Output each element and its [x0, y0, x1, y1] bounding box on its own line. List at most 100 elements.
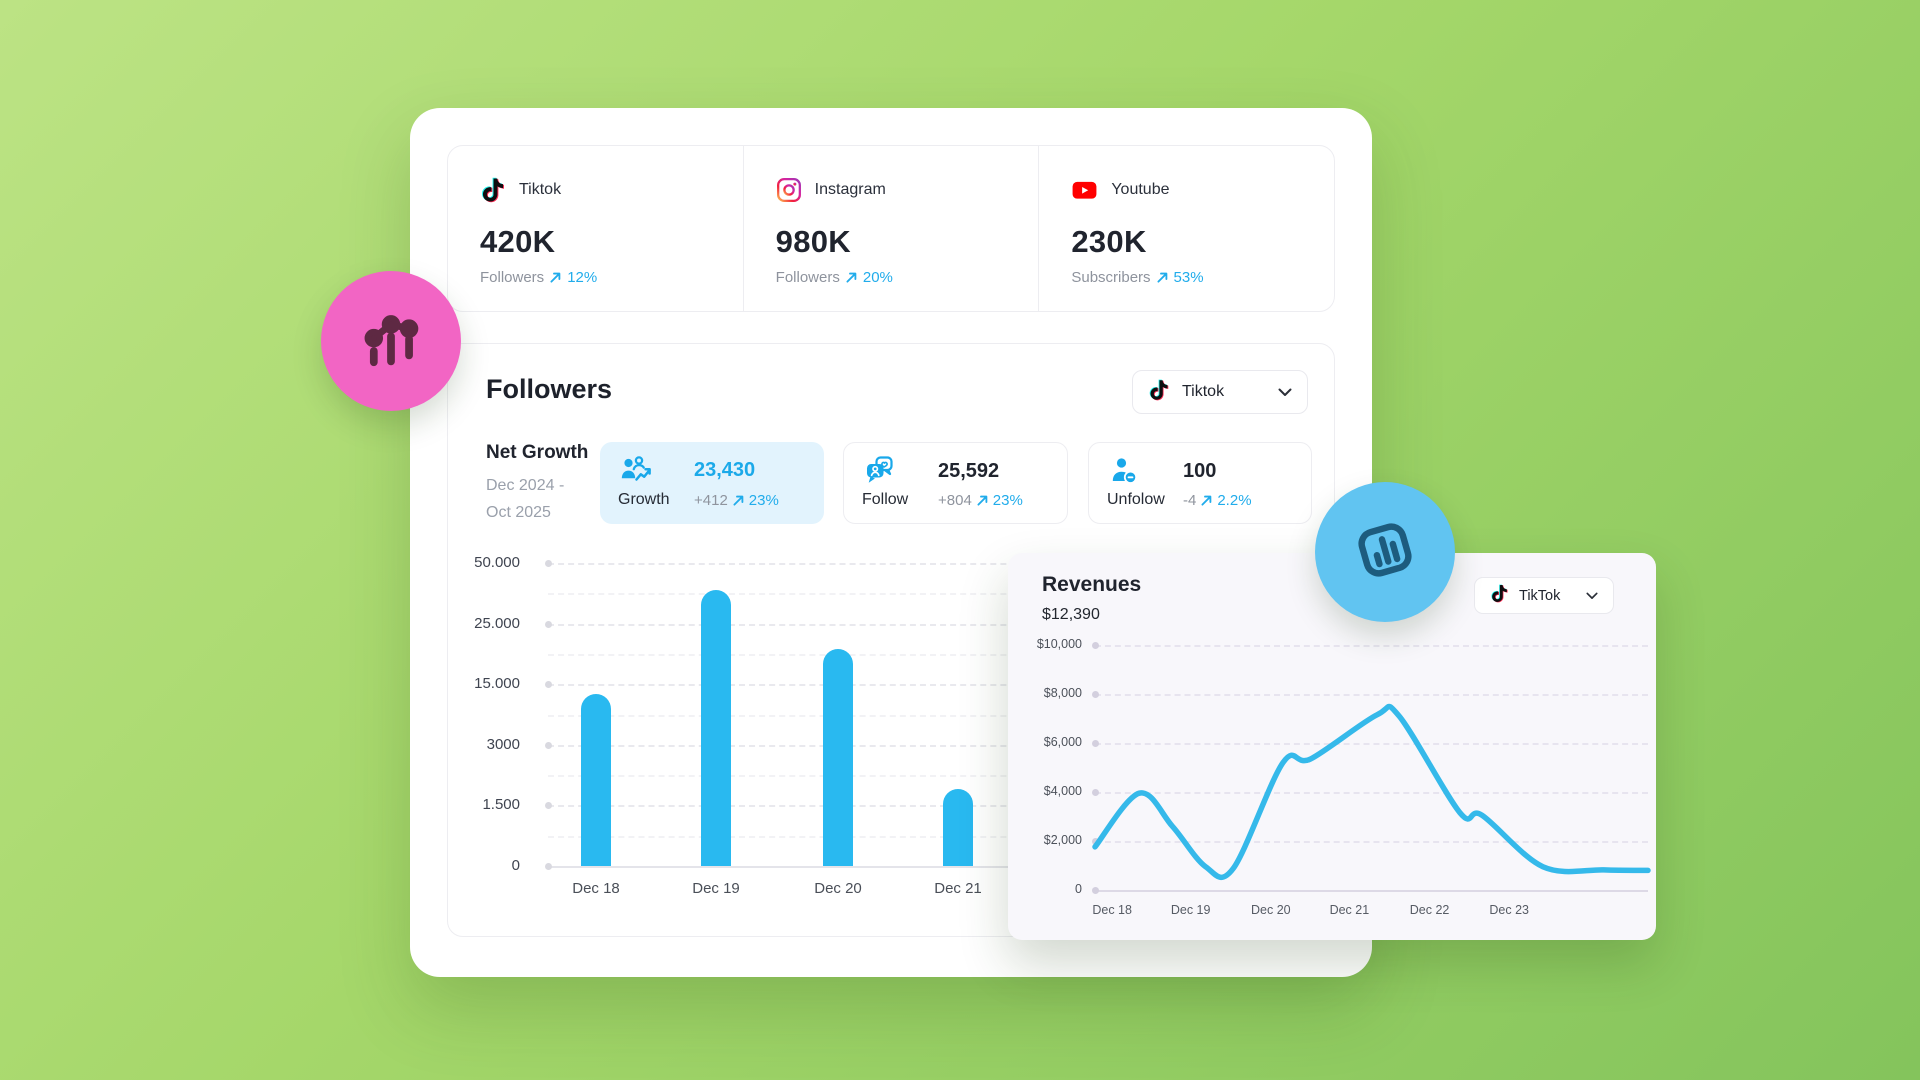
gridline	[548, 684, 1318, 687]
gridline-dot	[1092, 691, 1099, 698]
dashboard-card: Tiktok 420K Followers 12% Instagram	[410, 108, 1372, 977]
line-chart-bubble	[321, 271, 461, 411]
x-axis-label: Dec 19	[1170, 903, 1211, 917]
revenues-title: Revenues	[1042, 573, 1142, 596]
stat-instagram: Instagram 980K Followers 20%	[742, 146, 1039, 311]
y-axis-label: $6,000	[1043, 735, 1082, 749]
x-axis-label: Dec 20	[1251, 903, 1291, 917]
subscribers-count: 230K	[1071, 224, 1147, 259]
follow-stat-chip: 25,592 Follow +804 23%	[843, 442, 1068, 524]
growth-value: 23,430	[694, 458, 756, 481]
x-axis-label: Dec 22	[1409, 903, 1450, 917]
gridline	[1095, 694, 1648, 696]
metric-label: Followers	[775, 269, 840, 286]
revenues-section: Revenues $12,390 TikTok $10,000 $8,000 $6,…	[1008, 553, 1656, 940]
dropdown-label: Tiktok	[1182, 383, 1225, 400]
trend-up-icon	[732, 494, 745, 507]
y-axis-label: 0	[1075, 882, 1082, 896]
section-title: Followers	[486, 374, 613, 404]
follow-value: 25,592	[938, 459, 1000, 482]
unfollow-label: Unfolow	[1107, 491, 1165, 508]
gridline	[1095, 792, 1648, 794]
chevron-down-icon	[1586, 592, 1598, 600]
unfollow-value: 100	[1183, 459, 1217, 482]
revenue-line-path	[1092, 703, 1651, 881]
y-axis-label: 25.000	[474, 614, 520, 632]
trend-up-icon	[1156, 271, 1169, 284]
delta-percent: 2.2%	[1217, 491, 1252, 509]
followers-bar-chart-plot: Dec 18 Dec 19 Dec 20 Dec 21	[545, 560, 1318, 897]
gridline-dot	[1092, 838, 1099, 845]
revenues-platform-dropdown[interactable]: TikTok	[1474, 577, 1614, 614]
dropdown-label: TikTok	[1519, 587, 1561, 604]
y-axis-label: $8,000	[1043, 686, 1082, 700]
growth-icon	[618, 453, 694, 487]
net-growth-title: Net Growth	[486, 442, 589, 463]
followers-section: Followers Tiktok Net Growth Dec 2024 - O…	[447, 343, 1335, 937]
gridline-dot	[545, 620, 552, 628]
y-axis-label: 50.000	[474, 554, 520, 571]
gridline-dot	[1092, 740, 1099, 747]
delta-amount: +804	[938, 491, 972, 509]
delta-percent: 20%	[862, 269, 893, 286]
youtube-icon	[1071, 177, 1098, 203]
platform-stats-card: Tiktok 420K Followers 12% Instagram	[447, 145, 1335, 312]
gridline-minor	[548, 775, 1318, 778]
x-axis-label: Dec 23	[1489, 903, 1529, 917]
y-axis-label: $10,000	[1036, 637, 1082, 651]
trend-up-icon	[1200, 494, 1213, 507]
delta-percent: 12%	[567, 269, 598, 286]
gridline-dot	[545, 802, 552, 810]
bar	[823, 649, 853, 866]
y-axis-label: 3000	[486, 735, 520, 753]
followers-bar-chart-y-axis: 50.000 25.000 15.000 3000 1.500 0	[448, 554, 520, 874]
trend-up-icon	[845, 271, 858, 284]
gridline-dot	[545, 681, 552, 689]
bar	[581, 693, 611, 866]
stat-tiktok: Tiktok 420K Followers 12%	[448, 146, 743, 311]
growth-stat-chip: 23,430 Growth +412 23%	[600, 442, 824, 524]
revenues-amount: $12,390	[1042, 606, 1100, 623]
delta-percent: 23%	[748, 491, 779, 509]
stat-youtube: Youtube 230K Subscribers 53%	[1038, 146, 1334, 311]
platform-name: Tiktok	[519, 181, 562, 198]
metric-label: Subscribers	[1071, 269, 1151, 286]
gridline-dot	[545, 863, 552, 870]
platform-name: Youtube	[1111, 181, 1170, 198]
tiktok-icon	[1148, 379, 1170, 406]
tiktok-icon	[480, 177, 506, 203]
gridline-dot	[545, 741, 552, 749]
gridline	[548, 623, 1318, 626]
chevron-down-icon	[1278, 388, 1292, 397]
x-axis-label: Dec 21	[1329, 903, 1370, 917]
y-axis-label: 1.500	[482, 796, 520, 814]
delta-percent: 23%	[992, 491, 1023, 509]
x-axis-label: Dec 21	[934, 880, 982, 897]
delta-amount: -4	[1183, 491, 1197, 509]
gridline-dot	[1092, 642, 1099, 649]
gridline-dot	[545, 560, 552, 567]
revenue-line-svg	[1092, 703, 1651, 881]
trend-up-icon	[976, 494, 989, 507]
gridline-minor	[548, 653, 1318, 656]
trend-up-icon	[549, 271, 562, 284]
delta-amount: +412	[694, 491, 728, 509]
followers-count: 420K	[480, 224, 556, 259]
followers-count: 980K	[775, 224, 851, 259]
followers-platform-dropdown[interactable]: Tiktok	[1132, 370, 1308, 414]
gridline	[548, 866, 1318, 868]
gridline	[548, 744, 1318, 747]
gridline-dot	[1092, 887, 1099, 894]
x-axis-label: Dec 20	[814, 880, 862, 897]
x-axis-label: Dec 18	[572, 880, 620, 897]
y-axis-label: $4,000	[1043, 784, 1082, 798]
period-line-1: Dec 2024 -	[486, 477, 565, 494]
bar	[701, 590, 731, 866]
follow-icon	[862, 454, 938, 488]
revenues-line-chart-plot: Dec 18 Dec 19 Dec 20 Dec 21 Dec 22 Dec 23	[1092, 642, 1651, 917]
y-axis-label: 15.000	[474, 675, 520, 693]
gridline-minor	[548, 714, 1318, 717]
unfollow-icon	[1107, 454, 1183, 488]
tiktok-icon	[1490, 584, 1509, 608]
